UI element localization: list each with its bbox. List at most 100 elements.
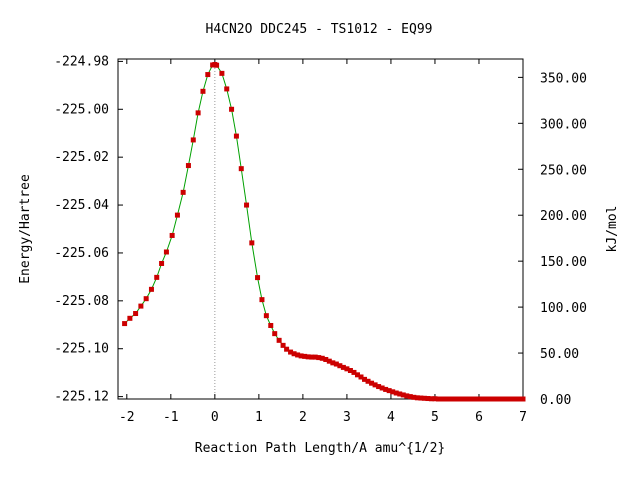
data-point xyxy=(464,396,470,402)
data-point xyxy=(372,382,378,388)
data-point xyxy=(414,395,420,401)
data-point xyxy=(280,342,286,348)
data-point xyxy=(200,88,206,94)
y2-tick-label: 100.00 xyxy=(540,301,587,316)
data-point xyxy=(154,274,160,280)
data-point xyxy=(337,363,343,369)
data-point xyxy=(509,396,515,402)
data-point xyxy=(295,352,301,358)
data-point xyxy=(133,311,139,317)
data-point xyxy=(418,395,424,401)
data-point xyxy=(365,378,371,384)
y2-axis-ticks: 0.00 50.00 100.00 150.00 200.00 250.00 300.00 3… xyxy=(518,71,587,408)
y2-tick-label: 150.00 xyxy=(540,255,587,270)
x-tick-label: 7 xyxy=(519,410,527,425)
data-point xyxy=(185,163,191,169)
data-point xyxy=(249,240,255,246)
x-tick-label: 2 xyxy=(299,410,307,425)
x-tick-label: -2 xyxy=(119,410,135,425)
data-point xyxy=(358,374,364,380)
y-tick-label: -225.12 xyxy=(54,390,109,405)
data-point xyxy=(481,396,487,402)
y-tick-label: -225.00 xyxy=(54,102,109,117)
data-point xyxy=(276,337,282,343)
data-point xyxy=(284,346,290,352)
data-point xyxy=(326,358,332,364)
plot-border xyxy=(117,58,524,400)
data-point xyxy=(432,396,438,402)
x-tick-label: 3 xyxy=(343,410,351,425)
data-point xyxy=(312,354,318,360)
data-point xyxy=(435,396,441,402)
data-point xyxy=(244,202,250,208)
y-axis-ticks: -224.98 -225.00 -225.02 -225.04 -225.06 -225.… xyxy=(54,54,123,405)
y2-tick-label: 50.00 xyxy=(540,347,579,362)
data-point xyxy=(330,360,336,366)
data-point xyxy=(397,391,403,397)
y2-tick-label: 250.00 xyxy=(540,163,587,178)
x-tick-label: -1 xyxy=(163,410,179,425)
data-point xyxy=(393,390,399,396)
data-point xyxy=(376,384,382,390)
x-tick-label: 6 xyxy=(475,410,483,425)
data-point xyxy=(421,395,427,401)
data-point xyxy=(305,354,311,360)
x-tick-label: 1 xyxy=(255,410,263,425)
data-point xyxy=(229,106,235,112)
data-point xyxy=(259,297,265,303)
data-point xyxy=(148,286,154,292)
data-point xyxy=(513,396,519,402)
y2-tick-label: 200.00 xyxy=(540,209,587,224)
data-point xyxy=(323,356,329,362)
y-tick-label: -225.08 xyxy=(54,294,109,309)
y-tick-label: -225.04 xyxy=(54,198,109,213)
x-axis-ticks: -2 -1 0 1 2 3 4 5 6 7 xyxy=(119,59,527,425)
data-point xyxy=(425,396,431,402)
data-point xyxy=(127,315,133,321)
data-point xyxy=(450,396,456,402)
data-point xyxy=(362,376,368,382)
series-points xyxy=(122,62,526,402)
data-point xyxy=(351,369,357,375)
data-point xyxy=(379,385,385,391)
y2-tick-label: 300.00 xyxy=(540,117,587,132)
y2-tick-label: 350.00 xyxy=(540,71,587,86)
data-point xyxy=(224,86,230,92)
data-point xyxy=(169,232,175,238)
data-point xyxy=(174,212,180,218)
data-point xyxy=(383,386,389,392)
data-point xyxy=(219,70,225,76)
y-tick-label: -225.02 xyxy=(54,150,109,165)
data-point xyxy=(516,396,522,402)
data-point xyxy=(495,396,501,402)
data-point xyxy=(347,368,353,374)
data-point xyxy=(272,331,278,337)
data-point xyxy=(268,322,274,328)
data-point xyxy=(506,396,512,402)
data-point xyxy=(298,353,304,359)
data-point xyxy=(411,394,417,400)
data-point xyxy=(238,166,244,172)
data-point xyxy=(143,296,149,302)
data-point xyxy=(460,396,466,402)
data-point xyxy=(492,396,498,402)
data-point xyxy=(288,349,294,355)
data-point xyxy=(354,372,360,378)
data-point xyxy=(488,396,494,402)
data-point xyxy=(520,396,526,402)
chart-title: H4CN2O DDC245 - TS1012 - EQ99 xyxy=(206,22,433,37)
y-tick-label: -224.98 xyxy=(54,54,109,69)
x-tick-label: 0 xyxy=(211,410,219,425)
data-point xyxy=(428,396,434,402)
data-point xyxy=(439,396,445,402)
data-point xyxy=(263,313,269,319)
plot-frame xyxy=(117,58,524,400)
data-point xyxy=(471,396,477,402)
data-point xyxy=(467,396,473,402)
data-point xyxy=(316,355,322,361)
series-line xyxy=(124,63,523,400)
y-tick-label: -225.06 xyxy=(54,246,109,261)
data-point xyxy=(478,396,484,402)
data-point xyxy=(138,303,144,309)
